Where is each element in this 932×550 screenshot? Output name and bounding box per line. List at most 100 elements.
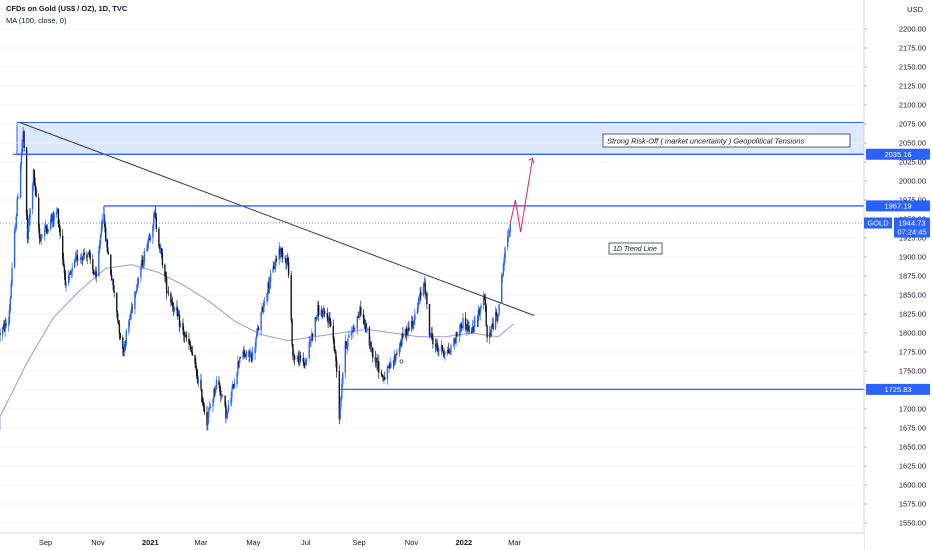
candle-144 — [172, 302, 175, 317]
candle-78 — [93, 271, 96, 275]
candle-116 — [140, 262, 142, 283]
candle-335 — [402, 327, 404, 340]
candle-397 — [477, 305, 480, 328]
candle-213 — [256, 328, 258, 339]
candle-172 — [207, 411, 209, 431]
current-price-text: 1944.73 — [898, 219, 925, 228]
candle-160 — [191, 345, 194, 356]
candle-141 — [170, 291, 172, 307]
level-badge-text-2035.16: 2035.16 — [884, 150, 911, 159]
candle-318 — [382, 374, 384, 382]
candle-216 — [260, 311, 262, 336]
candle-7 — [8, 304, 11, 325]
candle-28 — [33, 169, 36, 186]
candle-41 — [50, 214, 52, 232]
moving-average-line[interactable] — [0, 264, 515, 431]
candle-11 — [13, 225, 16, 269]
candle-136 — [164, 263, 166, 282]
candle-219 — [263, 300, 265, 315]
x-tick-label-6: Sep — [352, 538, 365, 547]
candle-48 — [57, 208, 60, 228]
candle-18 — [21, 139, 23, 156]
candle-151 — [182, 318, 184, 336]
candle-374 — [449, 349, 451, 355]
candle-214 — [257, 324, 259, 336]
candle-63 — [75, 250, 78, 263]
price-axis-panel[interactable] — [864, 0, 932, 550]
projection-path[interactable] — [509, 158, 534, 232]
candle-317 — [381, 373, 383, 377]
candle-143 — [172, 296, 174, 312]
candle-226 — [272, 261, 274, 273]
candle-106 — [128, 319, 130, 335]
candle-338 — [406, 328, 408, 336]
candle-295 — [354, 327, 356, 333]
candle-105 — [125, 328, 127, 347]
x-tick-label-9: Mar — [508, 538, 521, 547]
candle-244 — [293, 349, 295, 363]
candle-164 — [196, 369, 199, 385]
candle-67 — [80, 253, 83, 265]
candle-228 — [274, 259, 276, 270]
candle-301 — [362, 308, 365, 325]
x-tick-label-2: 2021 — [142, 538, 159, 547]
candle-65 — [77, 258, 79, 261]
candle-5 — [5, 318, 7, 328]
candle-347 — [417, 296, 419, 313]
candle-52 — [62, 252, 65, 268]
candle-201 — [242, 348, 244, 360]
candle-86 — [104, 214, 106, 233]
candle-115 — [137, 276, 139, 287]
candle-101 — [122, 335, 124, 356]
candle-14 — [16, 195, 18, 217]
candle-100 — [119, 332, 121, 340]
candle-121 — [146, 243, 148, 253]
candle-102 — [123, 346, 125, 357]
candle-235 — [281, 247, 284, 263]
candle-353 — [424, 278, 426, 300]
candle-205 — [245, 349, 248, 361]
candle-208 — [250, 348, 252, 357]
candle-376 — [452, 337, 455, 348]
level-badge-text-1967.19: 1967.19 — [884, 201, 911, 210]
x-tick-label-7: Nov — [405, 538, 419, 547]
candle-64 — [76, 249, 78, 266]
candle-381 — [458, 324, 461, 343]
candle-265 — [318, 301, 320, 322]
y-tick-label-18: 2000.00 — [899, 177, 926, 186]
candle-112 — [135, 291, 137, 299]
candle-250 — [299, 351, 302, 362]
candle-382 — [459, 322, 462, 337]
candle-303 — [364, 318, 366, 330]
candle-125 — [149, 234, 151, 243]
candle-211 — [254, 342, 256, 360]
candle-261 — [314, 316, 316, 343]
candle-95 — [113, 285, 115, 298]
candle-404 — [485, 303, 487, 327]
candle-237 — [285, 257, 287, 271]
candle-390 — [468, 321, 470, 335]
candle-260 — [312, 332, 314, 342]
candle-118 — [141, 255, 144, 268]
candle-395 — [474, 316, 476, 327]
candle-290 — [348, 330, 350, 338]
candle-195 — [233, 378, 236, 389]
candle-355 — [426, 290, 428, 310]
candle-60 — [71, 262, 73, 278]
candle-88 — [105, 237, 108, 248]
candle-103 — [123, 340, 126, 357]
candle-124 — [148, 232, 151, 241]
candle-281 — [338, 364, 340, 425]
time-axis-panel[interactable] — [0, 533, 864, 550]
candle-285 — [342, 372, 344, 388]
candle-142 — [171, 299, 173, 306]
candle-24 — [28, 214, 30, 232]
candle-330 — [396, 349, 398, 356]
candle-385 — [462, 312, 464, 332]
candle-263 — [316, 314, 318, 320]
candle-323 — [388, 360, 390, 374]
candle-366 — [440, 339, 443, 356]
trend-label-box — [608, 242, 663, 255]
candle-403 — [484, 293, 486, 312]
